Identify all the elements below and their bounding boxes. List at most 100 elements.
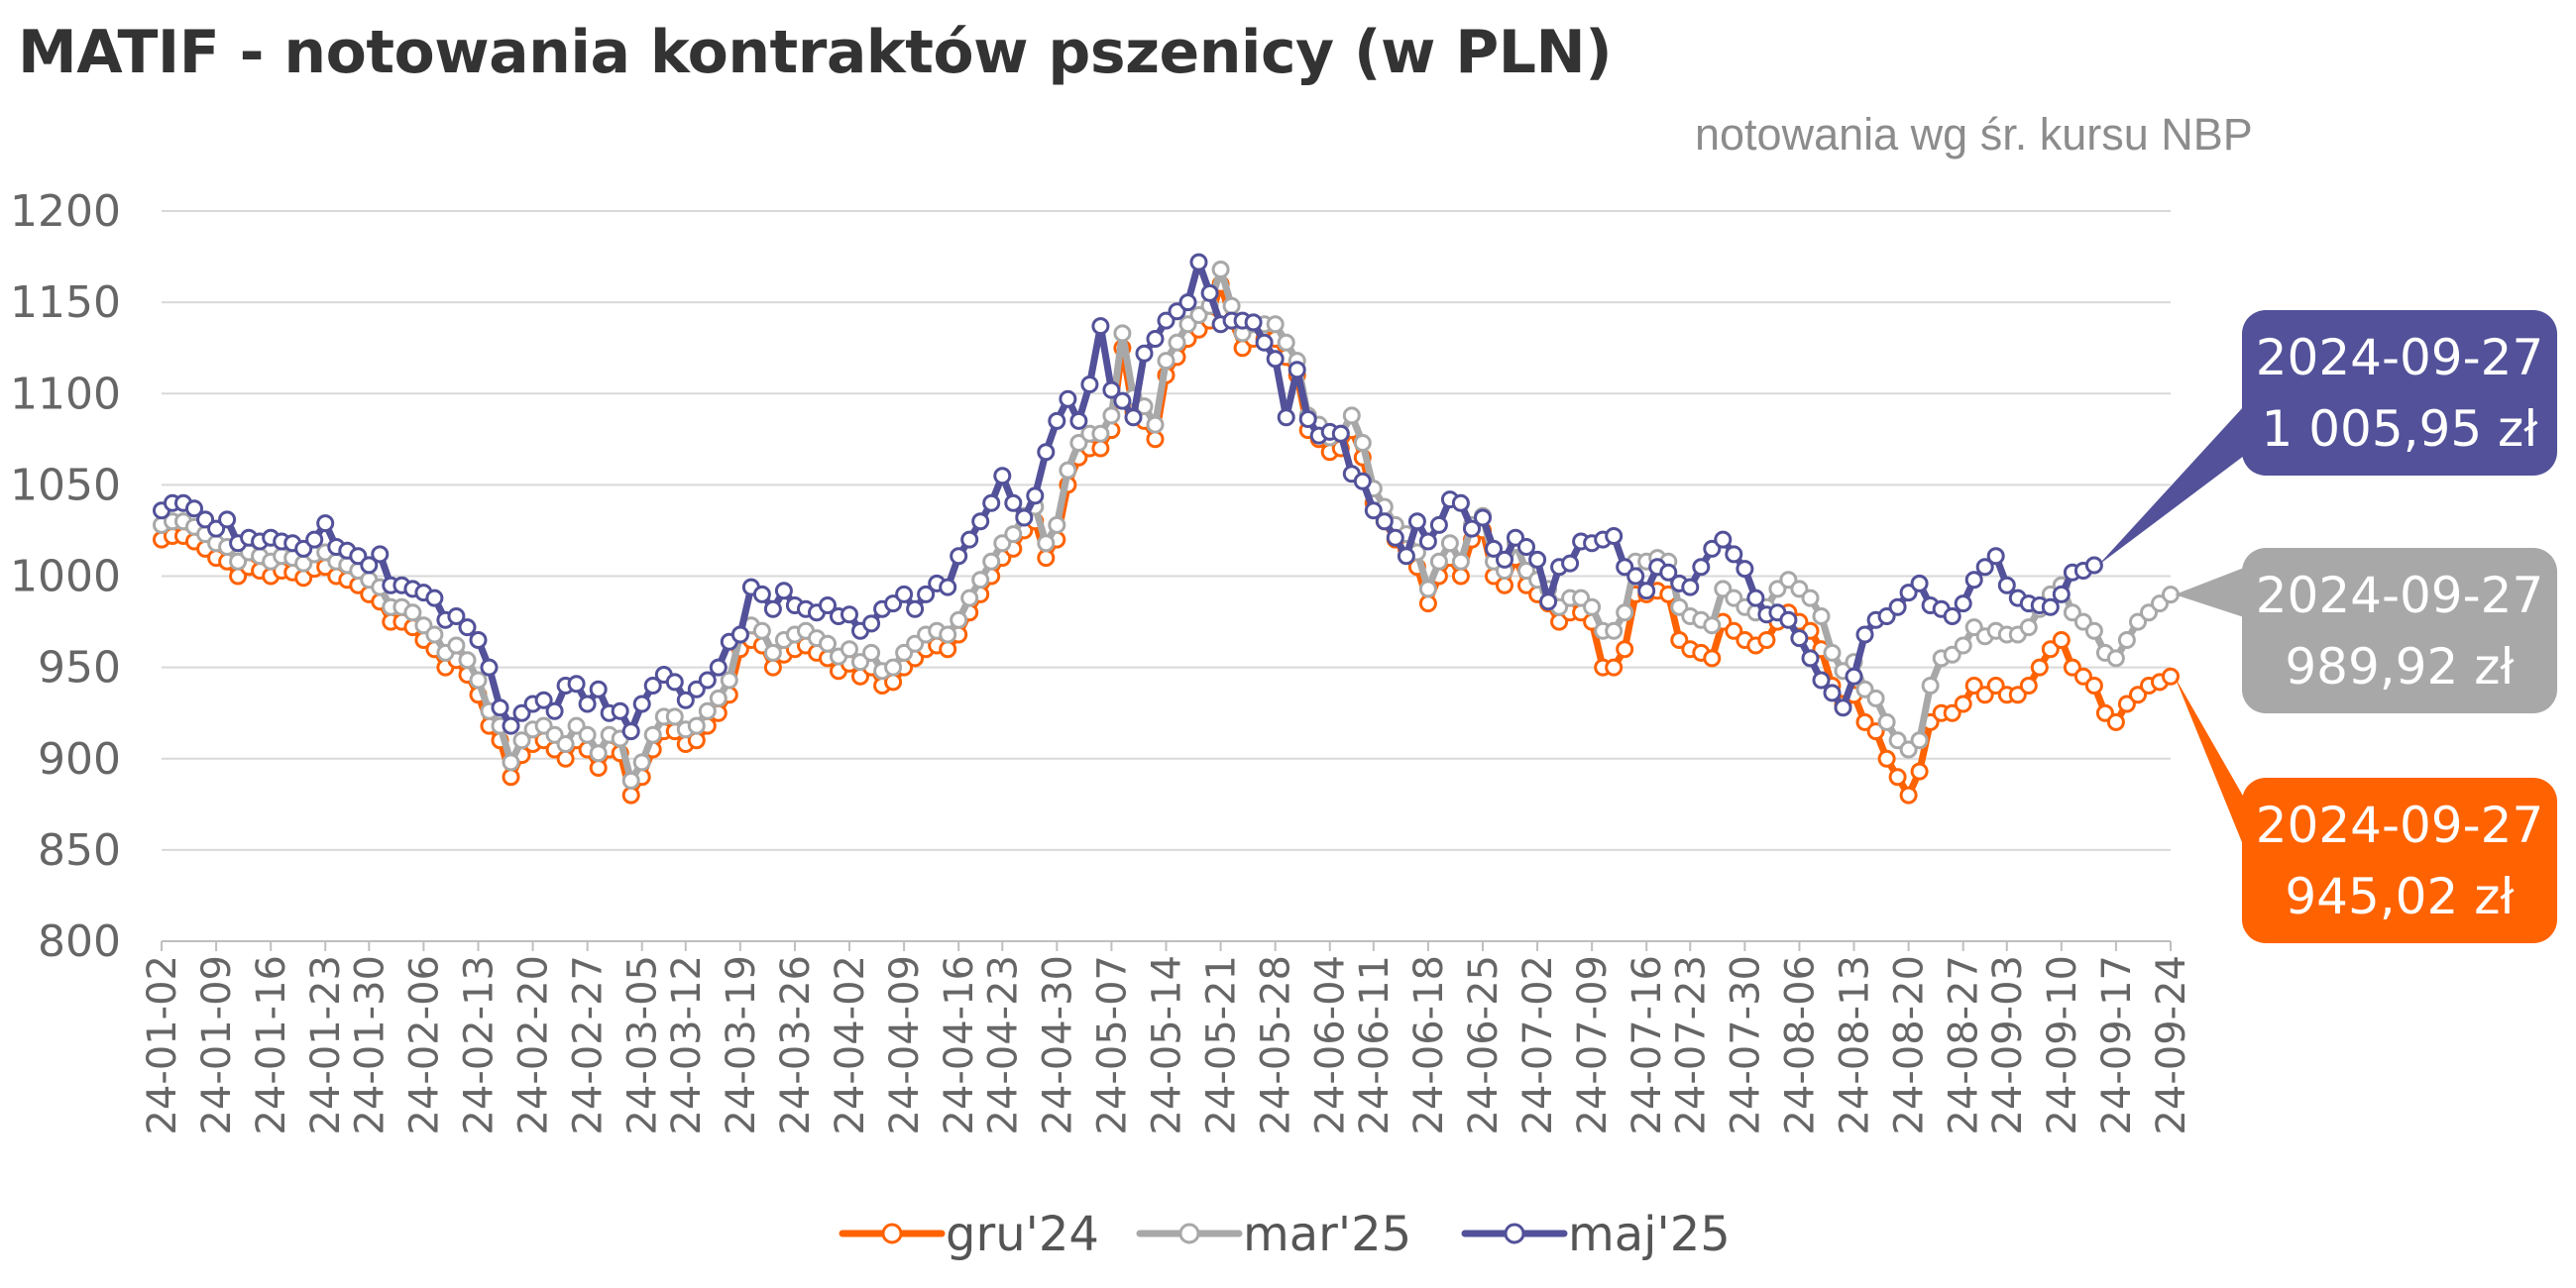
data-point (1616, 603, 1634, 622)
data-point (1418, 532, 1437, 551)
x-tick-label: 24-06-18 (1406, 955, 1452, 1135)
data-point (589, 744, 608, 763)
data-point (1626, 567, 1645, 586)
data-point (1463, 519, 1481, 538)
x-tick-label: 24-02-20 (511, 955, 557, 1135)
data-point (1692, 558, 1711, 577)
data-point (447, 636, 466, 655)
data-point (185, 499, 203, 518)
data-point (1975, 558, 1994, 577)
x-tick-label: 24-05-07 (1089, 955, 1135, 1135)
callout-mar25: 2024-09-27 989,92 zł (2175, 548, 2557, 713)
data-point (1211, 261, 1230, 278)
data-point (1037, 549, 1056, 568)
data-point (1779, 610, 1798, 629)
data-point (687, 680, 706, 698)
x-tick-label: 24-04-30 (1035, 955, 1080, 1135)
data-point (611, 701, 629, 720)
data-point (1954, 636, 1972, 655)
data-point (2095, 703, 2114, 722)
data-point (960, 589, 979, 607)
data-point (906, 634, 925, 653)
data-point (1496, 576, 1513, 594)
data-point (1113, 324, 1132, 343)
data-point (1266, 350, 1285, 369)
x-tick-label: 24-08-20 (1887, 955, 1933, 1135)
data-point (512, 703, 531, 722)
data-point (502, 768, 520, 787)
callout-value: 1 005,95 zł (2261, 400, 2538, 458)
data-point (1288, 361, 1306, 379)
callout-gru24: 2024-09-27 945,02 zł (2175, 676, 2557, 943)
x-tick-label: 24-07-30 (1723, 955, 1768, 1135)
data-point (1812, 671, 1831, 690)
x-tick-label: 24-03-19 (719, 955, 764, 1135)
data-point (2019, 677, 2038, 695)
legend-label: gru'24 (946, 1207, 1099, 1262)
data-point (2140, 603, 2158, 622)
x-tick-label: 24-05-14 (1145, 955, 1190, 1135)
data-point (1975, 686, 1994, 704)
data-point (1855, 680, 1874, 698)
x-tick-label: 24-03-26 (773, 955, 819, 1135)
data-point (1954, 594, 1972, 613)
x-tick-label: 24-03-05 (620, 955, 666, 1135)
data-point (2052, 585, 2071, 603)
y-tick-label: 1000 (10, 552, 121, 602)
data-point (2106, 712, 2125, 731)
data-point (1353, 472, 1372, 490)
data-point (939, 640, 957, 659)
x-tick-label: 24-04-16 (937, 955, 982, 1135)
data-point (458, 618, 477, 637)
x-tick-label: 24-01-16 (249, 955, 294, 1135)
data-point (895, 585, 914, 603)
callout-box (2242, 548, 2557, 713)
series-maj25 (153, 253, 2103, 741)
data-point (862, 614, 881, 633)
data-point (1855, 712, 1874, 731)
data-point (1834, 698, 1852, 717)
data-point (884, 594, 903, 613)
data-point (895, 643, 914, 662)
data-point (939, 625, 957, 644)
data-point (950, 547, 968, 566)
data-point (1298, 410, 1317, 428)
data-point (545, 725, 564, 744)
data-point (2073, 667, 2092, 686)
data-point (1059, 389, 1077, 408)
x-tick-label: 24-04-02 (828, 955, 873, 1135)
x-tick-label: 24-09-24 (2149, 955, 2194, 1135)
data-point (1157, 311, 1176, 330)
callout-date: 2024-09-27 (2256, 797, 2544, 854)
data-point (1080, 376, 1099, 393)
data-point (1244, 313, 1263, 332)
data-point (2041, 640, 2060, 659)
data-point (819, 596, 837, 614)
data-point (1157, 352, 1176, 371)
x-tick-label: 24-08-27 (1942, 955, 1987, 1135)
x-tick-label: 24-06-04 (1308, 955, 1354, 1135)
data-point (578, 725, 597, 744)
data-point (2106, 649, 2125, 668)
data-point (1790, 629, 1809, 648)
data-point (1353, 434, 1372, 452)
data-point (2041, 597, 2060, 616)
data-point (1910, 574, 1929, 592)
data-point (1004, 493, 1023, 512)
series-lines (153, 253, 2180, 805)
legend-label: mar'25 (1243, 1207, 1411, 1262)
y-axis: 800 850 900 950 1000 1050 1100 1150 1200 (10, 186, 121, 967)
data-point (1725, 621, 1743, 640)
data-point (1015, 508, 1034, 527)
data-point (1637, 582, 1656, 600)
data-point (1866, 722, 1885, 741)
data-point (512, 731, 531, 750)
data-point (1496, 550, 1513, 569)
legend-item: mar'25 (1136, 1207, 1411, 1262)
data-point (425, 589, 444, 607)
x-tick-label: 24-01-09 (194, 955, 240, 1135)
data-point (1091, 439, 1110, 458)
data-point (1714, 580, 1733, 598)
data-point (1986, 677, 2005, 695)
data-point (2008, 686, 2027, 704)
